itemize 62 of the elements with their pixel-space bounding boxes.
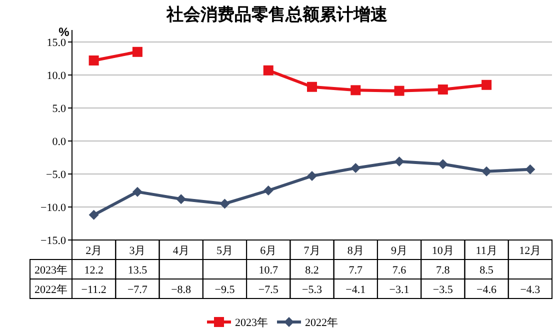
data-label: 12.2 (84, 264, 104, 276)
legend-label: 2023年 (235, 317, 268, 329)
data-label: −3.5 (432, 284, 454, 296)
point (438, 159, 448, 170)
data-label: 8.2 (305, 264, 319, 276)
point (482, 166, 492, 176)
data-label: −7.7 (127, 284, 148, 296)
point (394, 86, 404, 96)
point (350, 163, 361, 174)
data-label: −11.2 (81, 284, 106, 296)
x-tick-label: 5月 (216, 244, 233, 257)
y-tick-label: −15.0 (40, 235, 66, 247)
data-label: −5.3 (302, 284, 322, 296)
y-tick-label: −10.0 (40, 202, 66, 214)
point (88, 210, 99, 220)
data-label: −3.1 (389, 284, 410, 296)
data-label: −4.3 (520, 284, 541, 296)
y-tick-label: 5.0 (52, 103, 66, 115)
y-axis-title: % (58, 25, 70, 39)
point (350, 85, 361, 96)
x-tick-label: 2月 (86, 244, 102, 257)
x-tick-label: 9月 (391, 244, 408, 257)
text: 2023年 (34, 264, 68, 276)
point (220, 198, 230, 209)
point (482, 80, 492, 90)
point (88, 55, 99, 66)
data-label: −4.6 (476, 284, 498, 296)
point (132, 46, 142, 57)
data-label: −4.1 (346, 284, 366, 296)
x-tick-label: 3月 (129, 244, 146, 257)
point (263, 65, 274, 76)
text: 2022年 (34, 284, 68, 296)
chart-title: 社会消费品零售总额累计增速 (166, 5, 388, 24)
point (307, 82, 317, 92)
y-tick-label: −5.0 (46, 169, 66, 181)
y-tick-label: 0.0 (52, 136, 66, 148)
point (176, 194, 186, 204)
x-tick-label: 8月 (347, 244, 364, 257)
point (525, 164, 536, 174)
x-tick-label: 7月 (304, 244, 320, 257)
point (132, 186, 142, 197)
point (394, 156, 404, 166)
data-label: 7.8 (436, 264, 450, 276)
data-label: 8.5 (480, 264, 494, 276)
point (307, 170, 317, 181)
point (263, 186, 274, 196)
y-tick-label: 10.0 (46, 70, 66, 82)
x-tick-label: 12月 (519, 244, 542, 257)
data-label: 7.7 (348, 264, 364, 276)
data-label: 13.5 (128, 264, 148, 276)
data-label: −8.8 (171, 284, 192, 296)
data-label: 10.7 (258, 264, 278, 276)
data-label: −7.5 (258, 284, 279, 296)
data-label: 7.6 (392, 264, 407, 276)
x-tick-label: 11月 (476, 244, 498, 257)
x-tick-label: 10月 (432, 244, 454, 257)
legend-label: 2022年 (305, 317, 338, 329)
point (438, 84, 448, 95)
x-tick-label: 6月 (260, 244, 277, 257)
y-tick-label: 15.0 (46, 37, 66, 49)
data-label: −9.5 (214, 284, 236, 296)
x-tick-label: 4月 (172, 244, 190, 257)
